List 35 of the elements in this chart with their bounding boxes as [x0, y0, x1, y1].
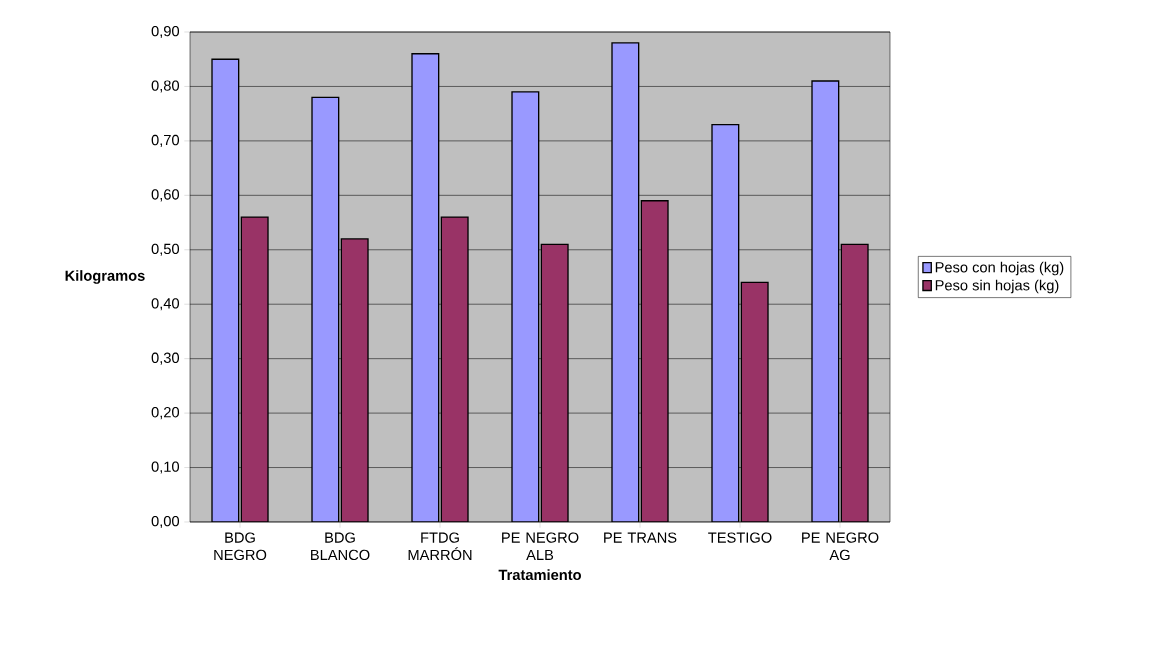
y-tick-label: 0,00 — [151, 515, 180, 529]
y-tick-label: 0,50 — [151, 243, 180, 256]
bar — [640, 200, 669, 522]
y-tick-label: 0,60 — [151, 189, 180, 202]
x-axis-title: Tratamiento — [498, 569, 581, 581]
bar — [340, 238, 369, 522]
bar — [211, 58, 240, 522]
legend-label: Peso con hojas (kg) — [935, 261, 1064, 276]
y-tick-label: 0,70 — [151, 134, 180, 147]
x-tick-label: PE TRANS — [604, 532, 677, 543]
bar — [711, 123, 740, 522]
bar — [311, 96, 340, 522]
y-axis-title: Kilogramos — [65, 270, 145, 284]
bar — [411, 53, 440, 522]
y-tick-label: 0,90 — [151, 25, 180, 39]
bar — [840, 243, 869, 522]
x-tick-label: PE NEGRO ALB — [502, 532, 579, 560]
y-tick-label: 0,40 — [151, 298, 180, 311]
bar — [811, 80, 840, 522]
y-tick-label: 0,30 — [151, 352, 180, 365]
bar — [740, 281, 769, 522]
y-tick-label: 0,20 — [151, 407, 180, 420]
bar — [440, 216, 469, 522]
bar — [611, 42, 640, 522]
legend-label: Peso sin hojas (kg) — [935, 279, 1059, 294]
bar — [240, 216, 269, 522]
x-tick-label: PE NEGRO AG — [802, 532, 879, 561]
x-tick-label: BDG NEGRO — [214, 532, 267, 561]
bar — [540, 243, 569, 522]
x-tick-label: TESTIGO — [708, 532, 772, 543]
y-tick-label: 0,80 — [151, 80, 180, 93]
y-tick-label: 0,10 — [151, 461, 180, 474]
x-tick-label: FTDG MARRÓN — [408, 532, 472, 561]
x-tick-label: BDG BLANCO — [311, 532, 370, 561]
bar — [511, 91, 540, 522]
